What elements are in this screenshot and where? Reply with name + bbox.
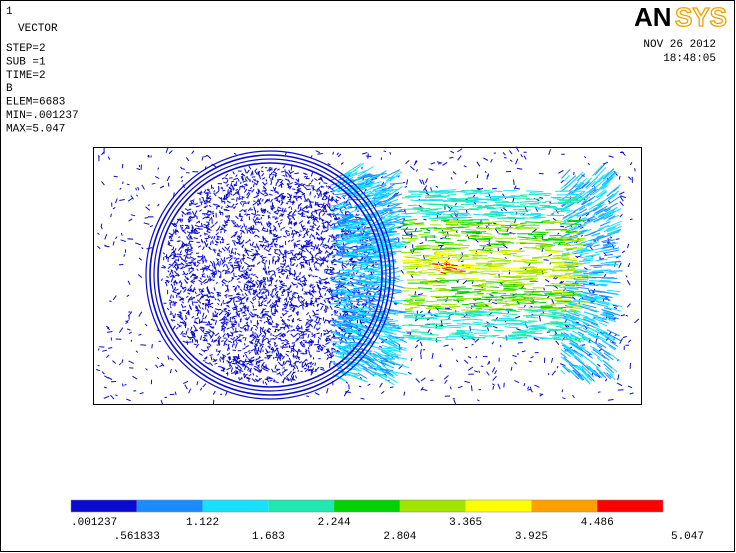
- legend-border: [70, 499, 664, 513]
- info-line: B: [6, 83, 13, 95]
- legend-label: 1.122: [186, 517, 219, 529]
- info-line: SUB =1: [6, 56, 46, 68]
- info-line: MIN=.001237: [6, 110, 79, 122]
- flux-ring: [157, 162, 383, 388]
- legend-label: 5.047: [671, 531, 704, 543]
- info-line: MAX=5.047: [6, 123, 65, 135]
- legend-swatch: [71, 500, 137, 512]
- legend-label: 4.486: [581, 517, 614, 529]
- legend-swatch: [597, 500, 663, 512]
- legend-label: .001237: [71, 517, 117, 529]
- legend-swatch: [136, 500, 203, 512]
- flux-ring: [153, 158, 387, 392]
- date: NOV 26 2012: [643, 39, 716, 51]
- info-line: STEP=2: [6, 43, 46, 55]
- vector-field: [95, 146, 640, 406]
- legend-swatch: [465, 500, 532, 512]
- vector-arrows: [95, 146, 640, 406]
- vector-arrows: [401, 248, 582, 281]
- flux-ring: [145, 150, 395, 400]
- flux-ring: [149, 154, 391, 396]
- vector-arrows: [432, 263, 466, 275]
- legend: .001237 .561833 1.122 1.683 2.244 2.804 3.365 3…: [70, 499, 704, 543]
- legend-swatch: [399, 500, 466, 512]
- plot-type: VECTOR: [18, 23, 58, 35]
- info-line: ELEM=6683: [6, 97, 65, 109]
- legend-label: 2.804: [383, 531, 416, 543]
- logo-right: SYS: [675, 2, 727, 32]
- time: 18:48:05: [663, 53, 716, 65]
- legend-label: 1.683: [252, 531, 285, 543]
- legend-swatch: [202, 500, 269, 512]
- legend-label: 3.365: [449, 517, 482, 529]
- vector-arrows: [400, 189, 588, 342]
- window-number: 1: [6, 6, 13, 18]
- legend-swatch: [334, 500, 400, 512]
- legend-label: 2.244: [318, 517, 351, 529]
- vector-arrows: [400, 219, 591, 311]
- logo-left: AN: [634, 2, 672, 32]
- info-line: TIME=2: [6, 70, 46, 82]
- legend-label: .561833: [114, 531, 160, 543]
- legend-swatch: [268, 500, 335, 512]
- legend-swatch: [531, 500, 598, 512]
- legend-label: 3.925: [515, 531, 548, 543]
